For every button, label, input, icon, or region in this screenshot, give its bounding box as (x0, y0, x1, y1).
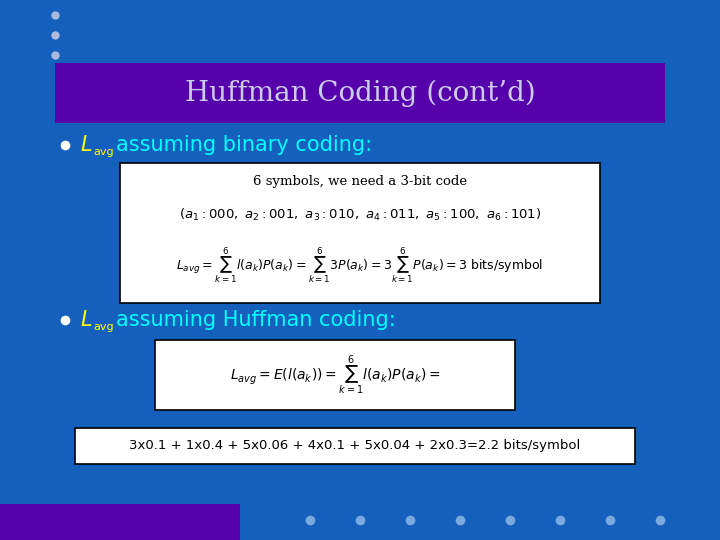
Text: avg: avg (93, 322, 114, 332)
Text: avg: avg (93, 147, 114, 157)
Bar (155, 340, 515, 410)
Text: Huffman Coding (cont’d): Huffman Coding (cont’d) (184, 79, 536, 107)
Bar (55, 63, 665, 123)
Text: $L_{avg} = \sum_{k=1}^{6} l(a_k)P(a_k) = \sum_{k=1}^{6} 3P(a_k)=3\sum_{k=1}^{6} : $L_{avg} = \sum_{k=1}^{6} l(a_k)P(a_k) =… (176, 246, 544, 286)
Text: $L$: $L$ (80, 310, 92, 330)
Text: $L_{avg} = E(l(a_k)) = \sum_{k=1}^{6} l(a_k)P(a_k) =$: $L_{avg} = E(l(a_k)) = \sum_{k=1}^{6} l(… (230, 353, 440, 397)
Text: $L$: $L$ (80, 135, 92, 155)
Bar (0, 504, 240, 540)
Text: 3x0.1 + 1x0.4 + 5x0.06 + 4x0.1 + 5x0.04 + 2x0.3=2.2 bits/symbol: 3x0.1 + 1x0.4 + 5x0.06 + 4x0.1 + 5x0.04 … (130, 440, 580, 453)
Text: assuming binary coding:: assuming binary coding: (116, 135, 372, 155)
Text: assuming Huffman coding:: assuming Huffman coding: (116, 310, 396, 330)
Bar (120, 163, 600, 303)
Text: 6 symbols, we need a 3-bit code: 6 symbols, we need a 3-bit code (253, 174, 467, 187)
Text: $(a_1: 000,\ a_2: 001,\ a_3: 010,\ a_4: 011,\ a_5: 100,\ a_6: 101)$: $(a_1: 000,\ a_2: 001,\ a_3: 010,\ a_4: … (179, 207, 541, 223)
Bar (75, 428, 635, 464)
